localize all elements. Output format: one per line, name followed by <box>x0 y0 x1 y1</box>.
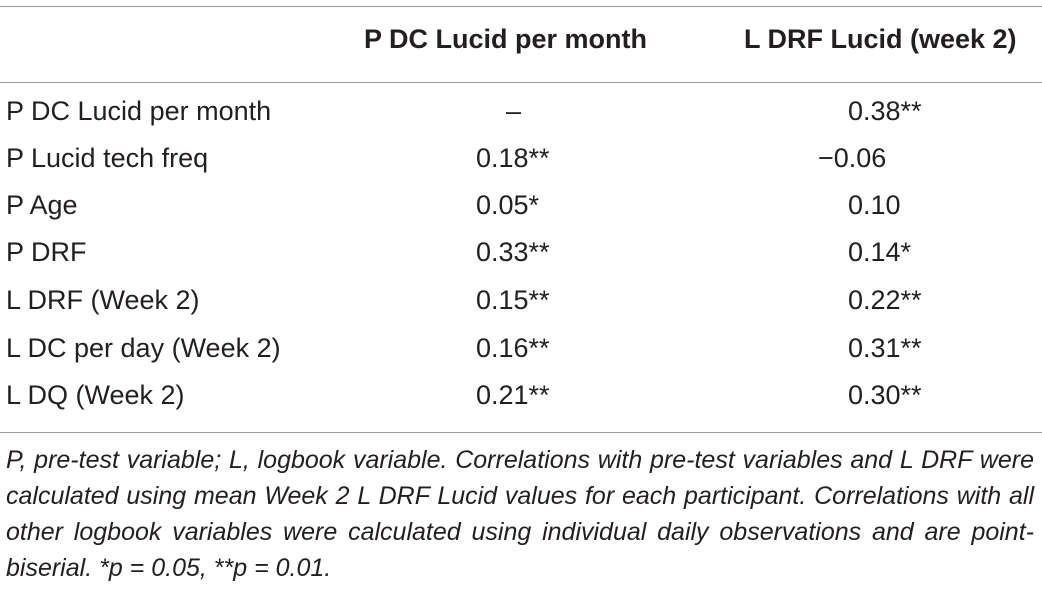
row-label: P Age <box>6 190 78 220</box>
table-row: P DRF 0.33** 0.14* <box>0 237 1042 283</box>
cell-value: −0.06 <box>818 143 887 173</box>
row-label: P Lucid tech freq <box>6 143 209 173</box>
column-header-p-dc-lucid-per-month: P DC Lucid per month <box>364 24 648 54</box>
table-header-rule <box>0 82 1042 83</box>
table-row: L DRF (Week 2) 0.15** 0.22** <box>0 285 1042 331</box>
table-row: L DQ (Week 2) 0.21** 0.30** <box>0 380 1042 426</box>
cell-value: 0.21** <box>476 380 550 410</box>
cell-value: 0.22** <box>848 285 922 315</box>
cell-value: – <box>506 96 522 126</box>
cell-value: 0.16** <box>476 333 550 363</box>
table-row: P DC Lucid per month – 0.38** <box>0 96 1042 142</box>
row-label: L DQ (Week 2) <box>6 380 185 410</box>
cell-value: 0.30** <box>848 380 922 410</box>
table-row: P Age 0.05* 0.10 <box>0 190 1042 236</box>
table-bottom-rule <box>0 432 1042 433</box>
cell-value: 0.10 <box>848 190 901 220</box>
table-row: P Lucid tech freq 0.18** −0.06 <box>0 143 1042 189</box>
cell-value: 0.14* <box>848 237 912 267</box>
cell-value: 0.15** <box>476 285 550 315</box>
cell-value: 0.18** <box>476 143 550 173</box>
cell-value: 0.31** <box>848 333 922 363</box>
row-label: L DC per day (Week 2) <box>6 333 281 363</box>
table-top-rule <box>0 6 1042 7</box>
table-footnote: P, pre-test variable; L, logbook variabl… <box>6 446 1034 582</box>
row-label: P DC Lucid per month <box>6 96 272 126</box>
table-row: L DC per day (Week 2) 0.16** 0.31** <box>0 333 1042 379</box>
row-label: P DRF <box>6 237 87 267</box>
cell-value: 0.05* <box>476 190 540 220</box>
cell-value: 0.33** <box>476 237 550 267</box>
cell-value: 0.38** <box>848 96 922 126</box>
row-label: L DRF (Week 2) <box>6 285 200 315</box>
column-header-l-drf-lucid-week-2: L DRF Lucid (week 2) <box>744 24 1017 54</box>
